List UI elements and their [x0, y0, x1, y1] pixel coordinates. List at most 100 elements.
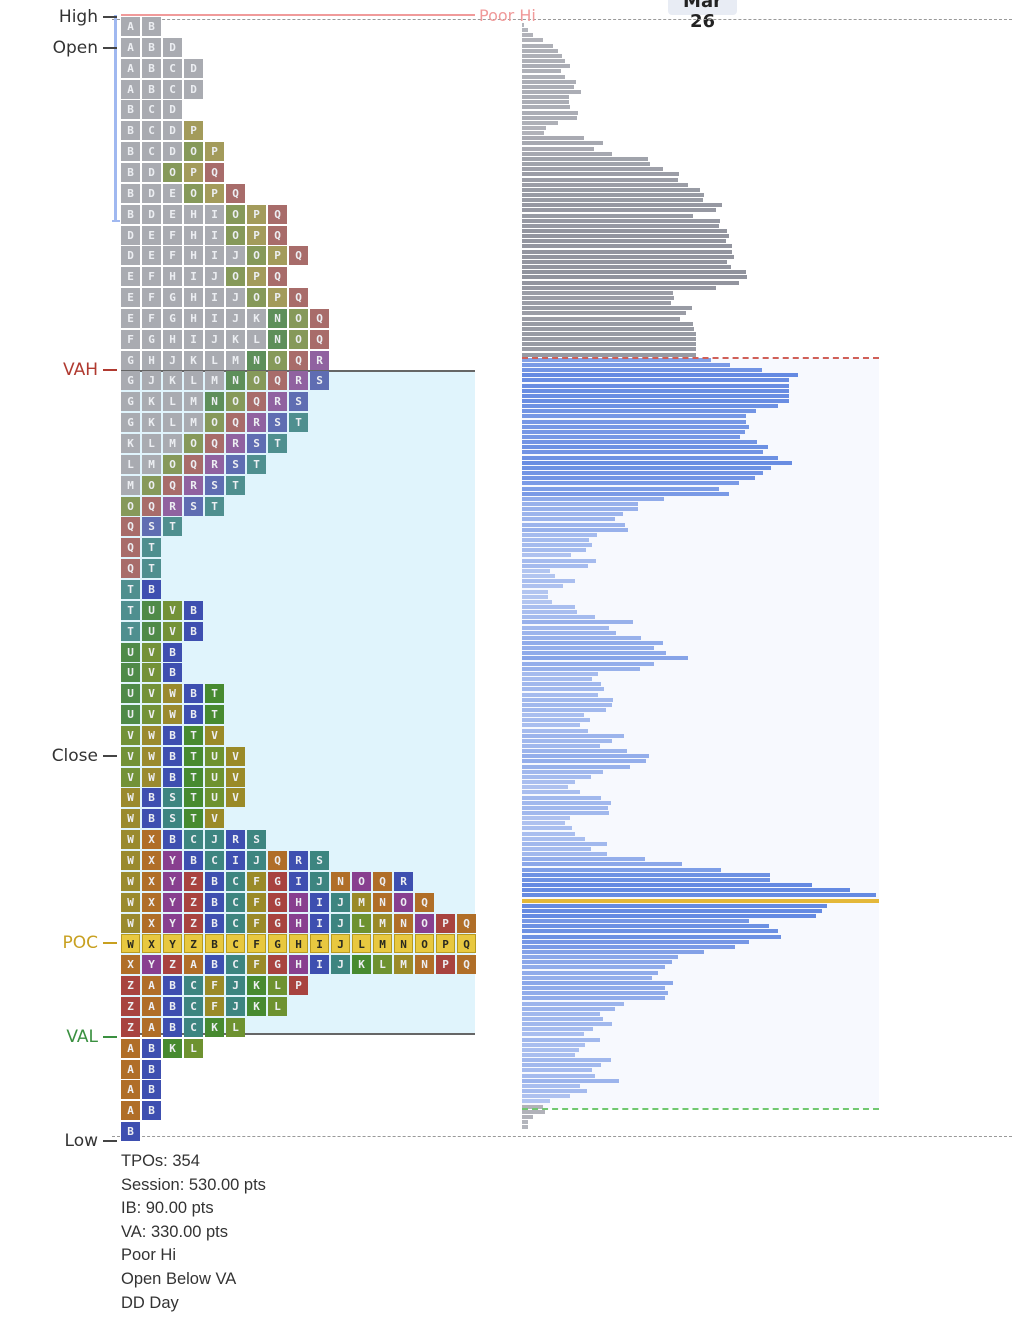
tpo-cell: B — [142, 79, 161, 99]
tpo-cell: L — [352, 934, 371, 954]
tpo-cell: S — [247, 434, 266, 453]
tpo-cell: T — [121, 600, 140, 620]
tpo-cell: S — [163, 788, 182, 808]
volume-bar — [522, 357, 711, 362]
tpo-cell: W — [142, 725, 161, 745]
tpo-cell: P — [247, 225, 266, 245]
tpo-cell: G — [121, 371, 140, 391]
volume-bar — [522, 445, 768, 450]
tpo-cell: X — [142, 892, 161, 912]
tpo-cell: K — [121, 434, 140, 453]
tpo-cell: I — [310, 955, 329, 975]
volume-bar — [522, 1053, 575, 1057]
volume-bar — [522, 924, 769, 929]
tpo-cell: B — [163, 663, 182, 683]
tpo-cell: D — [184, 79, 203, 99]
volume-bar — [522, 131, 544, 136]
volume-bar — [522, 522, 625, 527]
tpo-cell: U — [205, 746, 224, 766]
tpo-cell: X — [142, 851, 161, 870]
volume-bar — [522, 1037, 600, 1042]
volume-bar — [522, 332, 696, 336]
volume-bar — [522, 177, 678, 182]
tpo-cell: R — [163, 496, 182, 516]
tpo-cell: G — [163, 308, 182, 328]
tpo-cell: O — [289, 308, 308, 328]
tpo-cell: B — [142, 1059, 161, 1079]
tpo-cell: B — [121, 162, 140, 182]
tpo-cell: H — [142, 350, 161, 370]
volume-bar — [522, 764, 630, 769]
volume-bar — [522, 259, 727, 264]
ib-bracket-tick — [112, 220, 120, 222]
volume-bar — [522, 934, 781, 939]
tpo-cell: O — [184, 434, 203, 453]
volume-bar — [522, 919, 749, 924]
volume-bar — [522, 254, 734, 259]
tpo-cell: E — [121, 308, 140, 328]
tpo-cell: B — [142, 788, 161, 808]
volume-bar — [522, 836, 585, 841]
volume-bar — [522, 59, 565, 64]
volume-bar — [522, 1119, 528, 1124]
tpo-cell: Q — [289, 288, 308, 308]
volume-bar — [522, 368, 762, 373]
volume-bar — [522, 48, 558, 53]
tpo-cell: M — [205, 371, 224, 391]
tpo-cell: N — [226, 371, 245, 391]
tpo-cell: W — [121, 934, 140, 954]
tpo-cell: I — [205, 308, 224, 328]
tpo-cell: Q — [268, 851, 287, 870]
tpo-cell: T — [142, 559, 161, 579]
tpo-cell: T — [121, 579, 140, 599]
volume-bar — [522, 383, 789, 388]
tpo-cell: B — [142, 17, 161, 36]
tpo-cell: O — [247, 371, 266, 391]
tpo-cell: S — [247, 830, 266, 850]
tpo-cell: D — [184, 58, 203, 78]
tpo-cell: O — [121, 496, 140, 516]
tpo-cell: M — [373, 913, 392, 933]
tpo-cell: Q — [268, 225, 287, 245]
volume-bar — [522, 53, 562, 58]
volume-bar — [522, 347, 696, 352]
volume-bar — [522, 687, 604, 692]
tpo-cell: E — [142, 246, 161, 266]
tpo-cell: R — [289, 851, 308, 870]
volume-bar — [522, 285, 716, 290]
volume-bar — [522, 404, 778, 409]
tpo-cell: M — [352, 892, 371, 912]
tpo-cell: X — [142, 830, 161, 850]
volume-bar — [522, 213, 693, 218]
volume-bar — [522, 929, 778, 934]
tpo-cell: L — [184, 1038, 203, 1058]
tpo-cell: K — [142, 413, 161, 433]
tpo-cell: V — [226, 767, 245, 787]
tpo-cell: P — [289, 976, 308, 996]
volume-bar — [522, 476, 755, 481]
volume-bar — [522, 558, 596, 563]
tpo-cell: S — [163, 809, 182, 829]
poor-high-label: Poor Hi — [479, 6, 536, 25]
volume-bar — [522, 821, 565, 826]
date-label: Mar 26 — [668, 0, 737, 32]
volume-bar — [522, 471, 763, 476]
tpo-cell: U — [121, 663, 140, 683]
volume-bar — [522, 182, 688, 187]
tpo-cell: B — [163, 996, 182, 1016]
volume-bar — [522, 156, 648, 161]
tpo-cell: G — [121, 413, 140, 433]
volume-bar — [522, 780, 575, 785]
tpo-cell: J — [331, 934, 350, 954]
volume-bar — [522, 1047, 579, 1052]
tpo-cell: D — [121, 246, 140, 266]
tpo-cell: C — [184, 830, 203, 850]
volume-bar — [522, 991, 668, 996]
stat-session-range: Session: 530.00 pts — [121, 1175, 266, 1194]
tpo-cell: H — [289, 934, 308, 954]
tpo-cell: I — [205, 246, 224, 266]
tpo-cell: S — [184, 496, 203, 516]
tpo-cell: Q — [121, 517, 140, 537]
volume-bar — [522, 192, 704, 197]
tpo-cell: D — [163, 121, 182, 141]
